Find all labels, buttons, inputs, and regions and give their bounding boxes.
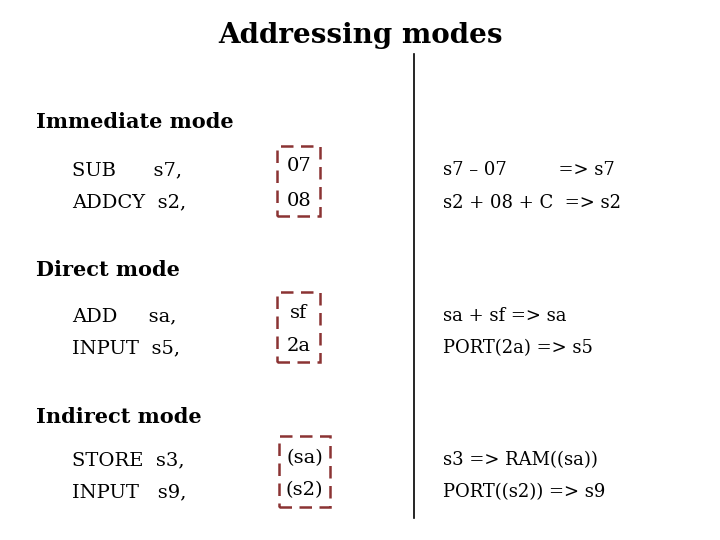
Text: sf: sf <box>290 304 307 322</box>
Text: ADDCY  s2,: ADDCY s2, <box>72 193 186 212</box>
Text: s3 => RAM((sa)): s3 => RAM((sa)) <box>443 451 598 469</box>
Text: (sa): (sa) <box>286 449 323 467</box>
Text: Addressing modes: Addressing modes <box>217 22 503 49</box>
Text: s7 – 07         => s7: s7 – 07 => s7 <box>443 161 615 179</box>
Text: STORE  s3,: STORE s3, <box>72 451 184 469</box>
Text: s2 + 08 + C  => s2: s2 + 08 + C => s2 <box>443 193 621 212</box>
Text: PORT((s2)) => s9: PORT((s2)) => s9 <box>443 483 606 502</box>
Text: SUB      s7,: SUB s7, <box>72 161 182 179</box>
Text: PORT(2a) => s5: PORT(2a) => s5 <box>443 339 593 357</box>
Text: Immediate mode: Immediate mode <box>36 111 233 132</box>
Text: 07: 07 <box>287 157 311 176</box>
Text: Direct mode: Direct mode <box>36 260 180 280</box>
Text: Indirect mode: Indirect mode <box>36 407 202 427</box>
Text: (s2): (s2) <box>286 481 323 500</box>
Text: INPUT   s9,: INPUT s9, <box>72 483 186 502</box>
Text: INPUT  s5,: INPUT s5, <box>72 339 180 357</box>
Text: ADD     sa,: ADD sa, <box>72 307 176 325</box>
Text: sa + sf => sa: sa + sf => sa <box>443 307 567 325</box>
Text: 2a: 2a <box>287 336 311 355</box>
Text: 08: 08 <box>287 192 311 210</box>
